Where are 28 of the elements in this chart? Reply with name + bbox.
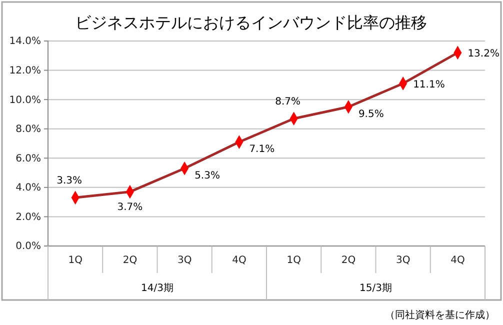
data-label: 9.5% <box>358 108 384 120</box>
x-tick-label: 4Q <box>450 255 465 266</box>
y-tick-label: 10.0% <box>9 94 41 106</box>
data-label: 5.3% <box>194 170 220 182</box>
x-tick-label: 3Q <box>396 255 410 266</box>
y-tick-label: 6.0% <box>16 153 41 164</box>
x-tick-label: 1Q <box>68 255 83 266</box>
data-label: 11.1% <box>413 79 445 90</box>
x-tick-label: 1Q <box>286 255 302 266</box>
data-label: 7.1% <box>249 144 275 156</box>
text: 15/3期 <box>360 282 392 294</box>
data-label: 3.3% <box>56 176 82 187</box>
x-tick-label: 2Q <box>122 255 138 266</box>
x-tick-label: 3Q <box>177 255 192 266</box>
data-label: 13.2% <box>468 48 500 60</box>
chart-title: ビジネスホテルにおけるインバウンド比率の推移 <box>75 13 427 32</box>
data-label: 3.7% <box>117 202 143 213</box>
text: 14/3期 <box>141 282 174 294</box>
text: （同社資料を基に作成） <box>385 309 495 321</box>
y-tick-label: 0.0% <box>16 241 41 252</box>
data-label: 8.7% <box>275 96 301 108</box>
y-tick-label: 14.0% <box>9 36 41 48</box>
x-tick-label: 2Q <box>341 255 356 266</box>
y-tick-label: 2.0% <box>16 212 41 223</box>
y-tick-label: 4.0% <box>16 182 41 194</box>
y-tick-label: 12.0% <box>9 65 41 76</box>
y-tick-label: 8.0% <box>16 124 41 136</box>
x-tick-label: 4Q <box>232 255 246 266</box>
